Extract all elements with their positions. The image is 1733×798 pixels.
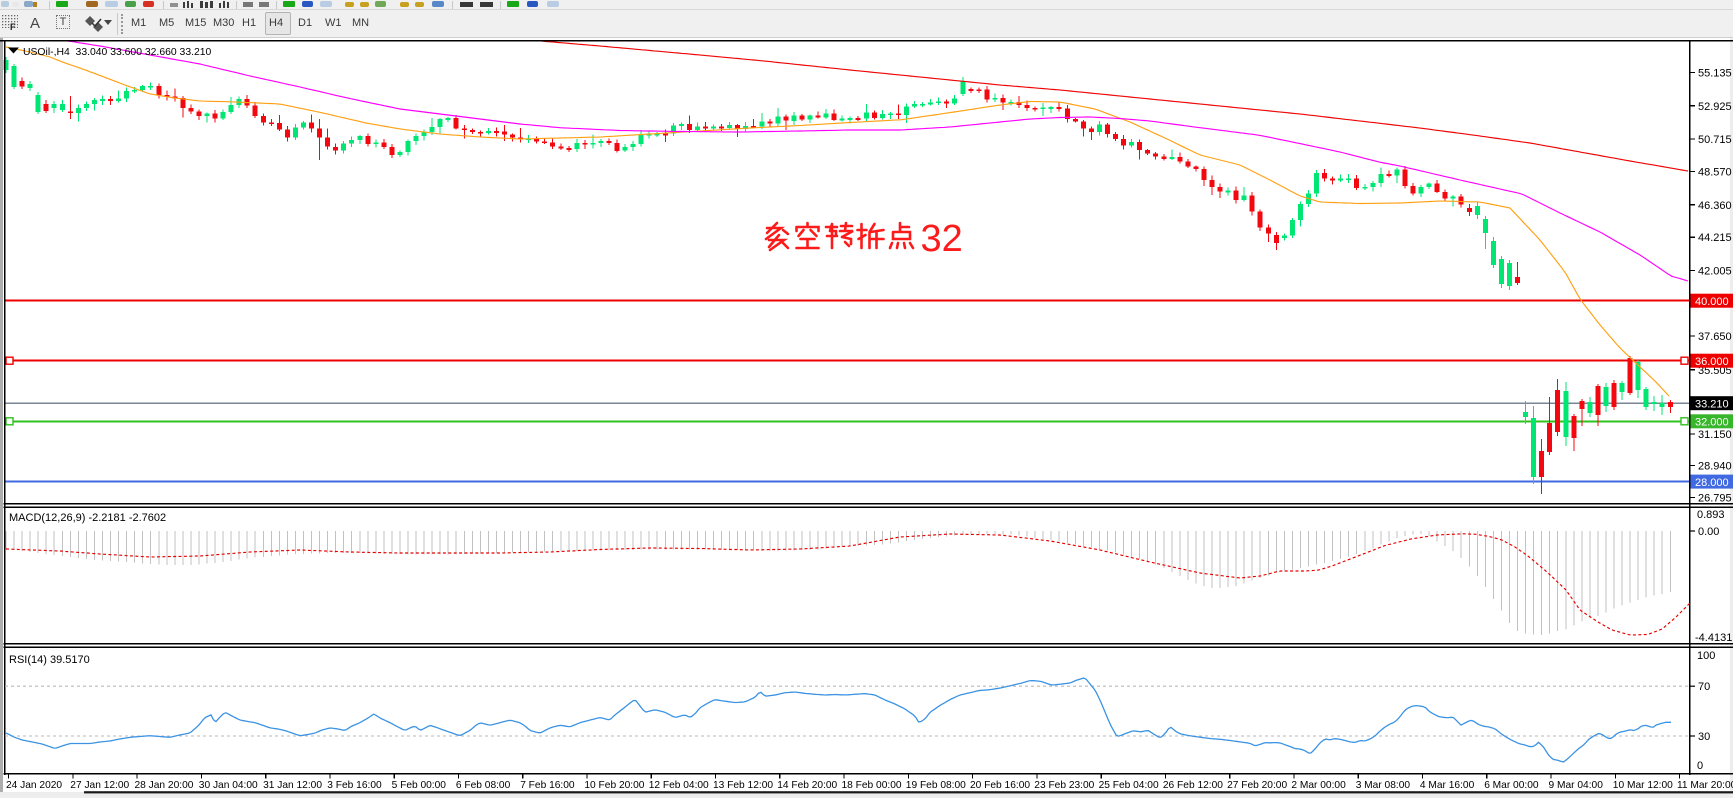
svg-text:3 Feb 16:00: 3 Feb 16:00 [327, 780, 382, 791]
svg-text:27 Feb 20:00: 27 Feb 20:00 [1227, 780, 1287, 791]
svg-text:25 Feb 04:00: 25 Feb 04:00 [1099, 780, 1159, 791]
svg-text:50.715: 50.715 [1698, 134, 1732, 146]
svg-text:5 Feb 00:00: 5 Feb 00:00 [392, 780, 447, 791]
svg-text:20 Feb 16:00: 20 Feb 16:00 [970, 780, 1030, 791]
svg-text:26 Feb 12:00: 26 Feb 12:00 [1163, 780, 1223, 791]
svg-text:31.150: 31.150 [1698, 429, 1732, 441]
svg-text:RSI(14) 39.5170: RSI(14) 39.5170 [9, 654, 90, 666]
svg-text:26.795: 26.795 [1698, 493, 1732, 505]
svg-text:4 Mar 16:00: 4 Mar 16:00 [1420, 780, 1475, 791]
svg-text:27 Jan 12:00: 27 Jan 12:00 [70, 780, 129, 791]
svg-text:10 Mar 12:00: 10 Mar 12:00 [1613, 780, 1673, 791]
svg-text:31 Jan 12:00: 31 Jan 12:00 [263, 780, 322, 791]
svg-text:46.360: 46.360 [1698, 200, 1732, 212]
svg-text:13 Feb 12:00: 13 Feb 12:00 [713, 780, 773, 791]
svg-text:18 Feb 00:00: 18 Feb 00:00 [842, 780, 902, 791]
svg-text:-4.4131: -4.4131 [1695, 632, 1732, 644]
svg-text:14 Feb 20:00: 14 Feb 20:00 [777, 780, 837, 791]
svg-text:11 Mar 20:00: 11 Mar 20:00 [1677, 780, 1733, 791]
svg-text:37.650: 37.650 [1698, 331, 1732, 343]
svg-text:10 Feb 20:00: 10 Feb 20:00 [584, 780, 644, 791]
svg-text:3 Mar 08:00: 3 Mar 08:00 [1356, 780, 1411, 791]
svg-text:35.505: 35.505 [1698, 365, 1732, 377]
svg-text:52.925: 52.925 [1698, 101, 1732, 113]
svg-text:36.000: 36.000 [1695, 356, 1729, 368]
svg-text:42.005: 42.005 [1698, 266, 1732, 278]
svg-text:32: 32 [921, 218, 963, 260]
svg-text:6 Mar 00:00: 6 Mar 00:00 [1484, 780, 1539, 791]
svg-text:USOil-,H4 33.040 33.600 32.66: USOil-,H4 33.040 33.600 32.660 33.210 [23, 47, 212, 58]
svg-text:30 Jan 04:00: 30 Jan 04:00 [199, 780, 258, 791]
svg-text:0.00: 0.00 [1698, 526, 1719, 538]
svg-text:24 Jan 2020: 24 Jan 2020 [6, 780, 62, 791]
svg-text:MACD(12,26,9) -2.2181 -2.7602: MACD(12,26,9) -2.2181 -2.7602 [9, 512, 166, 524]
svg-text:100: 100 [1697, 650, 1715, 662]
svg-text:0: 0 [1697, 760, 1703, 772]
svg-text:0.893: 0.893 [1697, 509, 1725, 521]
svg-text:7 Feb 16:00: 7 Feb 16:00 [520, 780, 575, 791]
svg-text:44.215: 44.215 [1698, 232, 1732, 244]
svg-text:55.135: 55.135 [1698, 68, 1732, 80]
svg-text:23 Feb 23:00: 23 Feb 23:00 [1034, 780, 1094, 791]
svg-text:6 Feb 08:00: 6 Feb 08:00 [456, 780, 511, 791]
svg-text:33.210: 33.210 [1695, 398, 1729, 410]
svg-text:30: 30 [1698, 731, 1710, 743]
svg-text:32.000: 32.000 [1695, 417, 1729, 429]
svg-text:28.940: 28.940 [1698, 461, 1732, 473]
svg-text:70: 70 [1698, 681, 1710, 693]
svg-text:2 Mar 00:00: 2 Mar 00:00 [1291, 780, 1346, 791]
svg-text:28 Jan 20:00: 28 Jan 20:00 [135, 780, 194, 791]
svg-text:28.000: 28.000 [1695, 477, 1729, 489]
svg-text:12 Feb 04:00: 12 Feb 04:00 [649, 780, 709, 791]
svg-text:9 Mar 04:00: 9 Mar 04:00 [1549, 780, 1604, 791]
svg-text:19 Feb 08:00: 19 Feb 08:00 [906, 780, 966, 791]
svg-text:40.000: 40.000 [1695, 296, 1729, 308]
svg-text:48.570: 48.570 [1698, 167, 1732, 179]
